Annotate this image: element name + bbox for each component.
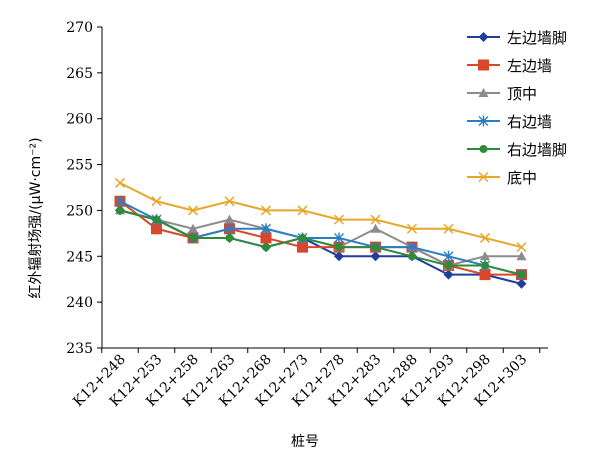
legend-item: 底中 <box>467 169 537 187</box>
series-line <box>119 182 522 249</box>
legend-item: 顶中 <box>467 85 537 103</box>
legend-marker <box>478 171 489 183</box>
data-point <box>224 223 235 235</box>
legend-label: 左边墙 <box>507 57 552 75</box>
axes <box>101 27 548 349</box>
legend-marker <box>478 59 489 71</box>
data-point <box>443 223 454 234</box>
y-tick-label: 250 <box>66 203 93 219</box>
legend-marker <box>479 145 488 153</box>
data-point <box>151 196 162 207</box>
data-point <box>297 241 308 253</box>
series-6 <box>114 177 527 253</box>
data-point <box>480 251 490 261</box>
data-point <box>370 214 381 225</box>
x-axis-ticks: K12+248K12+253K12+258K12+263K12+268K12+2… <box>70 348 541 410</box>
data-point <box>481 261 489 270</box>
data-point <box>406 223 418 234</box>
y-tick-label: 240 <box>66 295 93 311</box>
y-tick-label: 265 <box>66 66 93 82</box>
series-4 <box>115 195 527 281</box>
data-point <box>516 242 527 253</box>
data-point <box>334 251 344 262</box>
legend-marker <box>478 88 489 97</box>
legend-item: 左边墙脚 <box>467 29 567 47</box>
data-point <box>261 223 271 235</box>
y-tick-label: 235 <box>66 341 93 357</box>
x-axis-label: 桩号 <box>291 433 319 450</box>
legend-label: 顶中 <box>507 85 537 103</box>
y-tick-label: 255 <box>66 158 93 174</box>
data-point <box>516 278 527 289</box>
data-point <box>262 243 270 252</box>
y-axis-ticks: 235 240 245 250 255 260 265 270 <box>66 20 102 357</box>
data-point <box>151 223 162 235</box>
series-5 <box>116 206 526 279</box>
data-point <box>443 269 454 280</box>
data-point <box>334 232 344 244</box>
data-point <box>370 251 381 262</box>
data-point <box>115 195 125 207</box>
data-point <box>114 177 126 188</box>
data-point <box>479 269 491 281</box>
data-point <box>517 270 526 279</box>
series-line <box>119 209 522 276</box>
data-point <box>260 205 272 216</box>
legend-item: 右边墙 <box>467 113 552 131</box>
data-point <box>260 232 272 244</box>
data-point <box>444 261 453 270</box>
data-point <box>407 241 417 253</box>
data-point <box>187 205 199 216</box>
data-point <box>297 205 308 216</box>
data-point <box>224 214 235 224</box>
data-point <box>370 223 381 233</box>
plot-area <box>114 177 527 289</box>
data-point <box>516 251 527 261</box>
legend-marker <box>478 115 489 127</box>
legend-item: 左边墙 <box>467 57 552 75</box>
data-point <box>189 233 197 242</box>
data-point <box>224 196 235 207</box>
series-line <box>119 200 522 276</box>
y-tick-label: 270 <box>66 20 93 36</box>
data-point <box>298 233 307 242</box>
data-point <box>335 243 343 252</box>
y-tick-label: 245 <box>66 249 93 265</box>
data-point <box>225 233 234 242</box>
legend-label: 左边墙脚 <box>507 29 567 47</box>
data-point <box>152 215 161 224</box>
data-point <box>408 252 416 261</box>
y-axis-label: 红外辐射场强/(μW·cm⁻²) <box>28 137 44 298</box>
data-point <box>371 243 380 252</box>
y-tick-label: 260 <box>66 112 93 128</box>
legend-label: 底中 <box>507 169 537 187</box>
data-point <box>443 250 454 262</box>
legend-label: 右边墙脚 <box>507 141 567 159</box>
data-point <box>188 223 198 233</box>
legend-label: 右边墙 <box>507 113 552 131</box>
data-point <box>116 206 124 215</box>
data-point <box>333 214 345 225</box>
data-point <box>479 232 491 243</box>
series-line <box>119 200 522 276</box>
legend-item: 右边墙脚 <box>467 141 567 159</box>
legend-marker <box>478 32 489 42</box>
